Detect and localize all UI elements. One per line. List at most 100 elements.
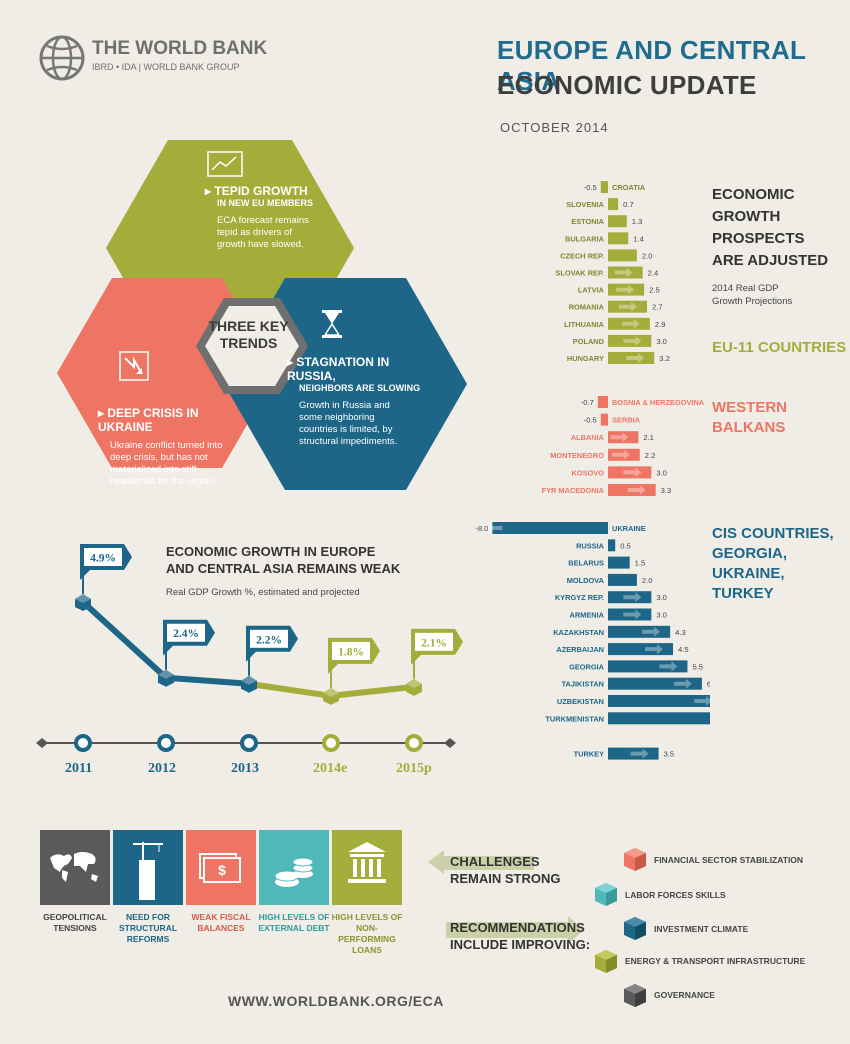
bar <box>608 591 652 604</box>
category-label: CZECH REP. <box>560 251 604 260</box>
data-point-highlight <box>323 687 339 697</box>
flag-label-bg <box>250 629 288 648</box>
rec-governance: GOVERNANCE <box>654 990 715 1000</box>
year-label: 2011 <box>65 761 93 776</box>
bar <box>608 215 627 228</box>
money-icon: $ <box>199 853 241 883</box>
bar-arrow-icon <box>659 661 678 672</box>
bar <box>608 466 652 479</box>
stagnation-text: ▸ STAGNATION IN RUSSIA, NEIGHBORS ARE SL… <box>287 355 437 448</box>
value-label: 2.0 <box>642 576 653 585</box>
category-label: BOSNIA & HERZEGOVINA <box>612 398 705 407</box>
value-label: -0.5 <box>584 183 597 192</box>
flag-label-bg <box>167 623 205 642</box>
bar <box>608 266 643 279</box>
category-label: GEORGIA <box>569 662 605 671</box>
rec-investment-climate: INVESTMENT CLIMATE <box>654 924 749 934</box>
timeline-end-icon <box>444 738 456 748</box>
tepid-growth-text: ▸ TEPID GROWTH IN NEW EU MEMBERS ECA for… <box>205 184 345 251</box>
bar <box>608 198 619 211</box>
bar-arrow-icon <box>484 523 503 533</box>
line-segment <box>328 683 417 699</box>
bar-arrow-icon <box>623 592 642 603</box>
crisis-title: ▸ DEEP CRISIS IN UKRAINE <box>98 406 199 434</box>
category-label: TURKMENISTAN <box>545 714 604 723</box>
value-label: 2.2% <box>256 634 282 646</box>
bar-arrow-icon <box>623 609 642 620</box>
tepid-sub: IN NEW EU MEMBERS <box>217 198 314 208</box>
bar <box>608 539 616 552</box>
tile-label-structural: NEED FOR STRUCTURAL REFORMS <box>118 912 178 944</box>
cis-group-label: CIS COUNTRIES, GEORGIA, UKRAINE, TURKEY <box>712 525 834 602</box>
stagnation-sub: NEIGHBORS ARE SLOWING <box>299 383 421 393</box>
page-title-line1: EUROPE AND CENTRAL ASIA <box>497 35 806 96</box>
category-label: UKRAINE <box>612 524 646 533</box>
value-flag: 2.2% <box>246 625 298 662</box>
bar-arrow-icon <box>623 467 642 478</box>
category-label: ALBANIA <box>571 433 605 442</box>
category-label: BELARUS <box>568 559 604 568</box>
value-label: 2.9 <box>655 320 666 329</box>
three-key-trends-label: THREE KEY TRENDS <box>208 318 289 351</box>
growth-chart-icon <box>207 151 243 177</box>
value-label: 3.5 <box>664 750 675 759</box>
year-label: 2015p <box>396 761 432 776</box>
timeline-node <box>74 734 92 752</box>
category-label: TAJIKISTAN <box>562 680 604 689</box>
rec-energy-transport: ENERGY & TRANSPORT INFRASTRUCTURE <box>625 956 806 966</box>
value-flag: 2.4% <box>163 619 215 656</box>
data-point <box>75 594 91 611</box>
timeline-node <box>240 734 258 752</box>
value-label: 1.3 <box>632 217 643 226</box>
data-point <box>158 669 174 687</box>
value-label: 2.1% <box>421 637 447 649</box>
data-point <box>406 678 422 696</box>
bar-chart-subtitle: 2014 Real GDP Growth Projections <box>712 283 793 307</box>
bar-arrow-icon <box>627 485 646 495</box>
value-label: 6.5 <box>707 680 710 689</box>
category-label: HUNGARY <box>567 354 604 363</box>
three-key-trends-graphic <box>57 140 467 490</box>
tepid-body: ECA forecast remains tepid as drivers of… <box>217 215 309 250</box>
category-label: SERBIA <box>612 416 641 425</box>
value-label: 4.9% <box>90 553 116 565</box>
eu-group-label: EU-11 COUNTRIES <box>712 339 847 356</box>
year-label: 2012 <box>148 761 176 776</box>
category-label: FYR MACEDONIA <box>542 486 605 495</box>
bar-arrow-icon <box>694 696 710 706</box>
tile-label-fiscal: WEAK FISCAL BALANCES <box>191 912 251 933</box>
value-label: -0.7 <box>581 398 594 407</box>
bar-arrow-icon <box>614 267 633 278</box>
gdp-bar-chart: CROATIA -0.5 SLOVENIA 0.7 ESTONIA 1.3 BULGARIA… <box>475 181 710 760</box>
data-point-highlight <box>158 669 174 679</box>
value-label: 3.0 <box>656 337 667 346</box>
data-point <box>241 675 257 693</box>
line-segment <box>80 599 169 681</box>
bar <box>608 608 652 621</box>
structural-reforms-tile <box>113 830 183 905</box>
building-crane-icon <box>133 842 163 900</box>
category-label: ESTONIA <box>571 217 604 226</box>
category-label: MONTENEGRO <box>550 451 604 460</box>
recommendations-heading: RECOMMENDATIONS INCLUDE IMPROVING: <box>450 920 591 952</box>
bar <box>608 573 637 586</box>
footer-url[interactable]: WWW.WORLDBANK.ORG/ECA <box>228 993 444 1009</box>
line-segment <box>163 674 252 687</box>
bar-chart-title: ECONOMIC GROWTH PROSPECTS ARE ADJUSTED <box>712 186 829 269</box>
world-map-icon <box>50 852 98 882</box>
bank-icon <box>348 842 386 883</box>
category-label: LITHUANIA <box>564 320 604 329</box>
value-label: 2.5 <box>649 286 660 295</box>
timeline-end-icon <box>36 738 48 748</box>
line-segment <box>246 680 334 699</box>
bar-arrow-icon <box>610 432 629 443</box>
timeline-node <box>322 734 340 752</box>
category-label: KYRGYZ REP. <box>555 593 604 602</box>
flag-label-bg <box>415 632 453 651</box>
org-subtitle: IBRD • IDA | WORLD BANK GROUP <box>92 62 240 72</box>
stagnation-body: Growth in Russia and some neighboring co… <box>299 400 398 447</box>
bar <box>608 660 688 673</box>
tile-label-debt: HIGH LEVELS OF EXTERNAL DEBT <box>258 912 330 933</box>
category-label: KOSOVO <box>572 468 605 477</box>
data-point-highlight <box>406 678 422 688</box>
